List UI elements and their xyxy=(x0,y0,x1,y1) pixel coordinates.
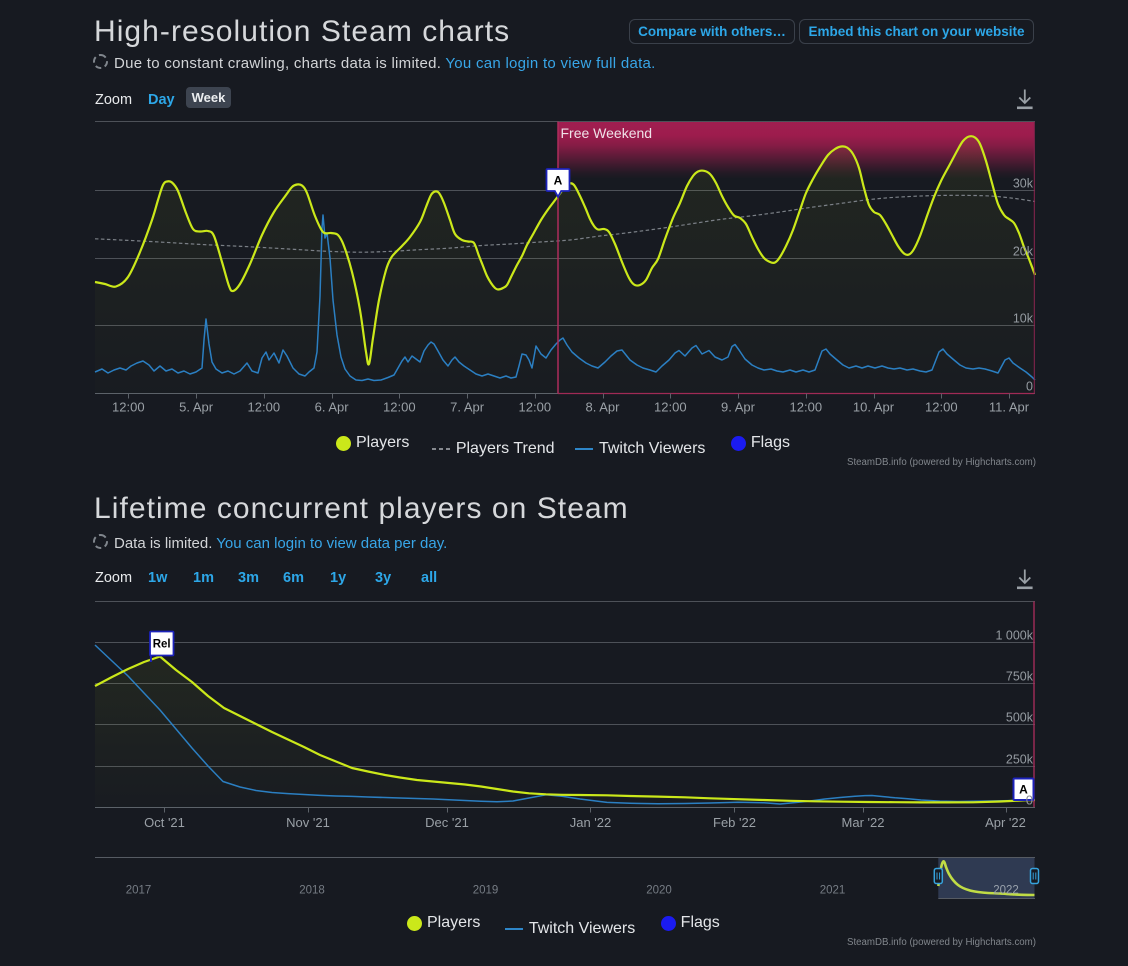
svg-text:10. Apr: 10. Apr xyxy=(853,400,895,415)
svg-text:12:00: 12:00 xyxy=(790,400,823,415)
svg-text:5. Apr: 5. Apr xyxy=(179,400,214,415)
svg-text:30k: 30k xyxy=(1013,177,1034,191)
svg-text:8. Apr: 8. Apr xyxy=(586,400,621,415)
svg-text:Nov '21: Nov '21 xyxy=(286,815,330,830)
svg-text:12:00: 12:00 xyxy=(112,400,145,415)
svg-text:12:00: 12:00 xyxy=(925,400,958,415)
svg-text:Feb '22: Feb '22 xyxy=(713,815,756,830)
svg-text:12:00: 12:00 xyxy=(383,400,416,415)
svg-text:9. Apr: 9. Apr xyxy=(721,400,756,415)
svg-text:A: A xyxy=(554,173,563,187)
svg-text:Apr '22: Apr '22 xyxy=(985,815,1026,830)
svg-text:2021: 2021 xyxy=(820,885,846,897)
svg-text:Rel: Rel xyxy=(153,639,171,651)
svg-text:2020: 2020 xyxy=(646,885,672,897)
svg-text:250k: 250k xyxy=(1006,753,1034,767)
svg-text:750k: 750k xyxy=(1006,670,1034,684)
svg-text:Mar '22: Mar '22 xyxy=(842,815,885,830)
svg-text:10k: 10k xyxy=(1013,312,1034,326)
svg-text:0: 0 xyxy=(1026,793,1033,808)
svg-text:2017: 2017 xyxy=(126,885,152,897)
svg-text:2019: 2019 xyxy=(473,885,499,897)
svg-text:1 000k: 1 000k xyxy=(995,629,1033,643)
svg-text:A: A xyxy=(1019,783,1028,797)
svg-text:Oct '21: Oct '21 xyxy=(144,815,185,830)
svg-text:11. Apr: 11. Apr xyxy=(989,400,1030,415)
svg-text:500k: 500k xyxy=(1006,711,1034,725)
svg-text:12:00: 12:00 xyxy=(248,400,281,415)
svg-text:2018: 2018 xyxy=(299,885,325,897)
svg-text:7. Apr: 7. Apr xyxy=(450,400,485,415)
svg-text:Free Weekend: Free Weekend xyxy=(561,125,653,141)
svg-text:Dec '21: Dec '21 xyxy=(425,815,469,830)
svg-text:2022: 2022 xyxy=(993,885,1019,897)
svg-text:0: 0 xyxy=(1026,380,1033,394)
svg-text:12:00: 12:00 xyxy=(654,400,687,415)
svg-text:12:00: 12:00 xyxy=(519,400,552,415)
svg-text:20k: 20k xyxy=(1013,245,1034,259)
svg-text:6. Apr: 6. Apr xyxy=(315,400,350,415)
svg-text:Jan '22: Jan '22 xyxy=(570,815,612,830)
